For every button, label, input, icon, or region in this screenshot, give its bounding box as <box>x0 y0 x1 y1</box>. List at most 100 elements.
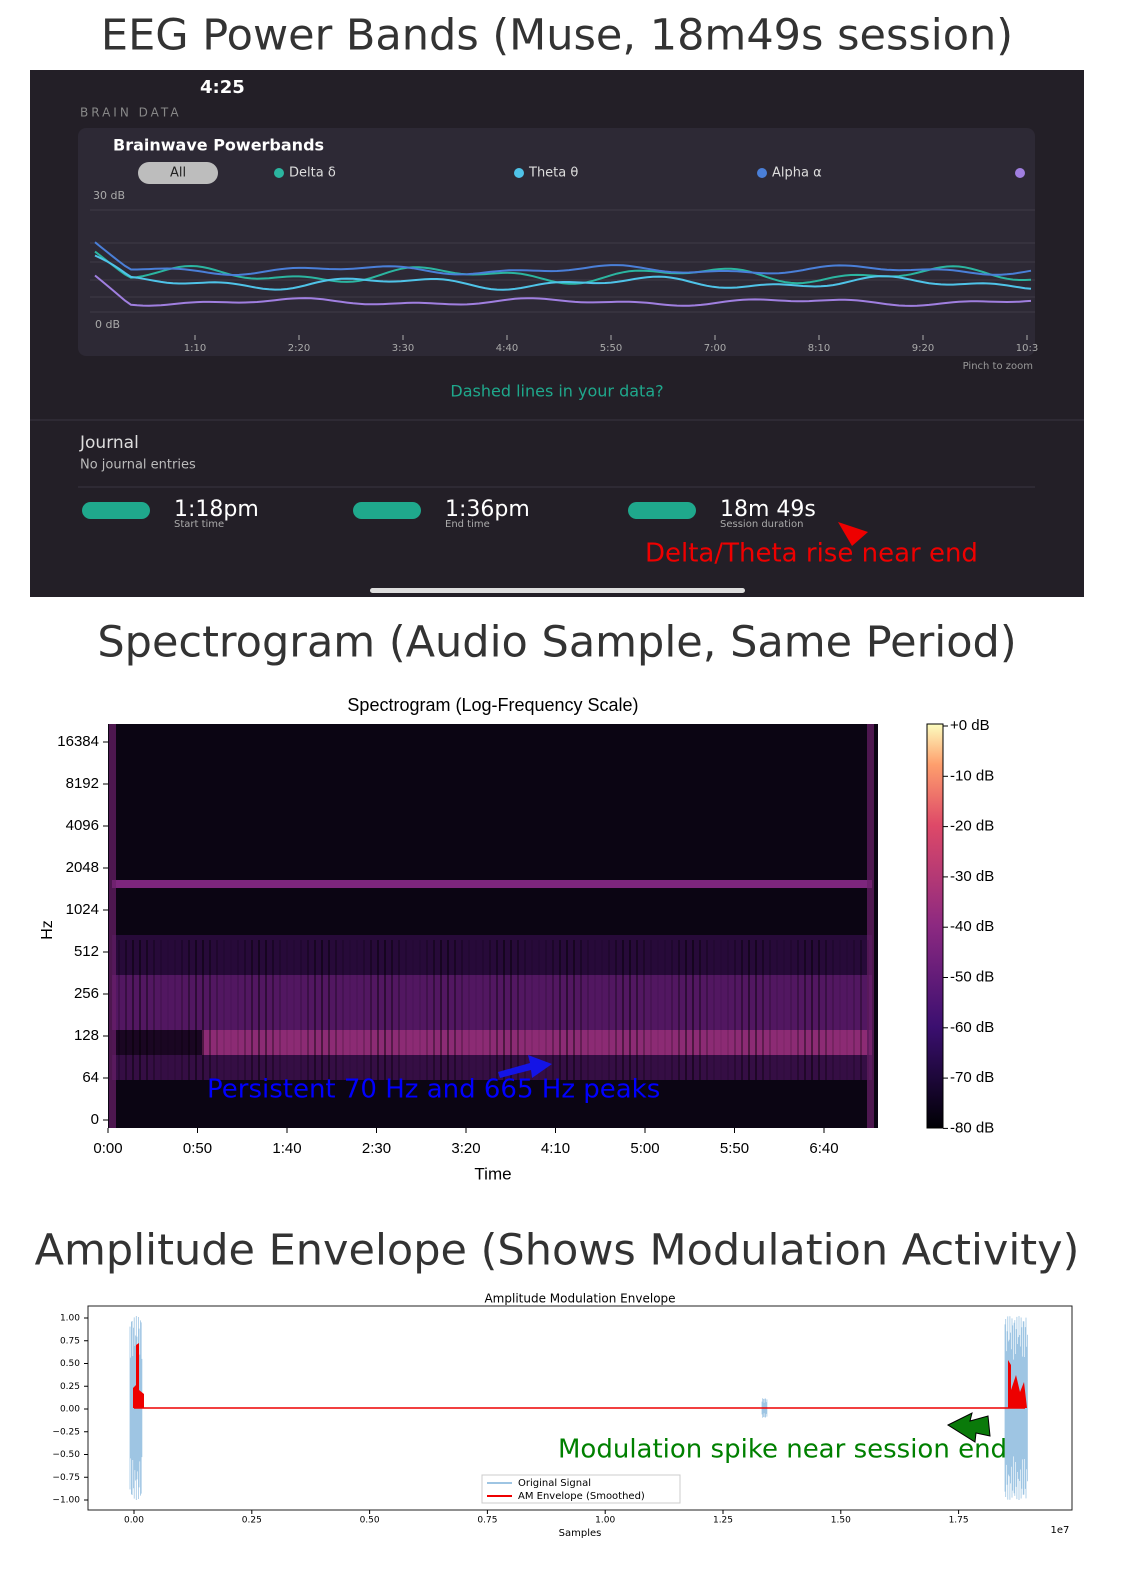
section-label: BRAIN DATA <box>80 106 182 120</box>
x-tick-label: 0:50 <box>183 1140 212 1157</box>
stat-label: Session duration <box>720 519 803 530</box>
x-tick-label: 0.00 <box>124 1516 144 1526</box>
x-tick-label: 0.25 <box>242 1516 262 1526</box>
y-tick-label: 0.00 <box>60 1405 80 1415</box>
plot-title: Spectrogram (Log-Frequency Scale) <box>347 695 638 715</box>
annotation: Delta/Theta rise near end <box>645 539 978 569</box>
panel-title: Spectrogram (Audio Sample, Same Period) <box>97 618 1016 668</box>
eeg-line <box>94 274 1032 307</box>
journal-title: Journal <box>79 433 139 453</box>
colorbar-label: +0 dB <box>950 717 990 734</box>
x-tick-label: 0:00 <box>93 1140 122 1157</box>
y-tick-label: 16384 <box>57 733 99 750</box>
y-tick-label: 0.75 <box>60 1336 80 1346</box>
envelope-plot: 1.00 0.75 0.50 0.25 0.00 −0.25 −0.50 −0.75 −1.00… <box>52 1314 1028 1526</box>
axis-label: Samples <box>559 1528 602 1539</box>
journal-empty: No journal entries <box>80 458 196 473</box>
y-tick-label: 512 <box>74 943 99 960</box>
filter-label: Alpha α <box>772 166 822 181</box>
legend-dot <box>274 168 284 178</box>
zoom-hint: Pinch to zoom <box>963 361 1033 372</box>
spectral-band <box>112 935 872 975</box>
stat-label: Start time <box>174 519 224 530</box>
axis-offset: 1e7 <box>1051 1525 1070 1536</box>
x-tick-label: 9:20 <box>912 343 934 354</box>
filter-label: All <box>170 166 186 181</box>
y-tick-label: 1.00 <box>60 1314 80 1324</box>
home-bar <box>370 588 745 593</box>
spectral-band <box>112 1055 872 1080</box>
y-tick-label: 0 <box>91 1111 99 1128</box>
colorbar-label: -60 dB <box>950 1019 994 1036</box>
arrow <box>498 1055 552 1078</box>
legend-dot <box>514 168 524 178</box>
filter-label: Delta δ <box>289 166 336 181</box>
plot-title: Amplitude Modulation Envelope <box>484 1292 675 1306</box>
x-tick-label: 4:10 <box>541 1140 570 1157</box>
envelope <box>1008 1360 1027 1408</box>
stat-value: 1:18pm <box>174 497 259 522</box>
x-tick-label: 6:40 <box>809 1140 838 1157</box>
y-tick-label: 4096 <box>66 817 99 834</box>
legend-dot <box>757 168 767 178</box>
x-tick-label: 8:10 <box>808 343 830 354</box>
edge-burst <box>867 724 874 1128</box>
x-tick-label: 0.75 <box>477 1516 497 1526</box>
spectral-band <box>112 880 872 888</box>
y-tick-label: −0.50 <box>52 1450 80 1460</box>
filter-label: Theta θ <box>528 166 578 181</box>
arrow <box>838 522 868 546</box>
x-tick-label: 1:40 <box>272 1140 301 1157</box>
y-tick-label: 256 <box>74 985 99 1002</box>
stat-icon <box>628 502 696 519</box>
eeg-line <box>94 241 1032 277</box>
x-tick-label: 0.50 <box>360 1516 380 1526</box>
x-tick-label: 3:30 <box>392 343 414 354</box>
annotation: Modulation spike near session end <box>558 1435 1007 1465</box>
y-tick-label: −1.00 <box>52 1496 80 1506</box>
y-tick-label: −0.25 <box>52 1427 80 1437</box>
x-tick-label: 1.50 <box>831 1516 851 1526</box>
panel-title: Amplitude Envelope (Shows Modulation Act… <box>35 1226 1080 1276</box>
colorbar-label: -50 dB <box>950 968 994 985</box>
x-tick-label: 1.75 <box>949 1516 969 1526</box>
y-tick-label: 64 <box>82 1069 99 1086</box>
legend <box>481 1474 681 1504</box>
link[interactable]: Dashed lines in your data? <box>450 382 663 401</box>
envelope <box>133 1343 144 1408</box>
y-tick-label: 8192 <box>66 775 99 792</box>
x-tick-label: 2:20 <box>288 343 310 354</box>
edge-burst <box>109 724 116 1128</box>
x-tick-label: 1.00 <box>595 1516 615 1526</box>
arrow <box>946 1412 991 1443</box>
axis-label: Time <box>474 1164 511 1183</box>
legend-label: AM Envelope (Smoothed) <box>518 1491 645 1502</box>
colorbar-label: -10 dB <box>950 767 994 784</box>
colorbar-label: -80 dB <box>950 1119 994 1136</box>
stat-value: 1:36pm <box>445 497 530 522</box>
spectral-band <box>112 1030 872 1055</box>
x-tick-label: 10:3 <box>1016 343 1038 354</box>
y-tick-label: 1024 <box>66 901 99 918</box>
filter-pill[interactable] <box>138 162 218 184</box>
legend-label: Original Signal <box>518 1478 591 1489</box>
x-tick-label: 3:20 <box>451 1140 480 1157</box>
x-tick-label: 2:30 <box>362 1140 391 1157</box>
axis-label: Hz <box>39 920 56 940</box>
card <box>78 128 1035 356</box>
x-tick-label: 4:40 <box>496 343 518 354</box>
annotation: Persistent 70 Hz and 665 Hz peaks <box>207 1075 660 1105</box>
eeg-line <box>94 254 1032 291</box>
x-tick-label: 1:10 <box>184 343 206 354</box>
eeg-plot: All Delta δ Theta θ Alpha α 1:10 2:20 3:30 4:40… <box>90 162 1038 354</box>
colorbar <box>926 723 944 1129</box>
colorbar-label: -30 dB <box>950 868 994 885</box>
colorbar-label: -40 dB <box>950 918 994 935</box>
y-label: 0 dB <box>95 318 120 331</box>
spectral-band <box>112 975 872 1030</box>
stat-label: End time <box>445 519 490 530</box>
card-title: Brainwave Powerbands <box>113 136 324 155</box>
x-tick-label: 5:00 <box>630 1140 659 1157</box>
